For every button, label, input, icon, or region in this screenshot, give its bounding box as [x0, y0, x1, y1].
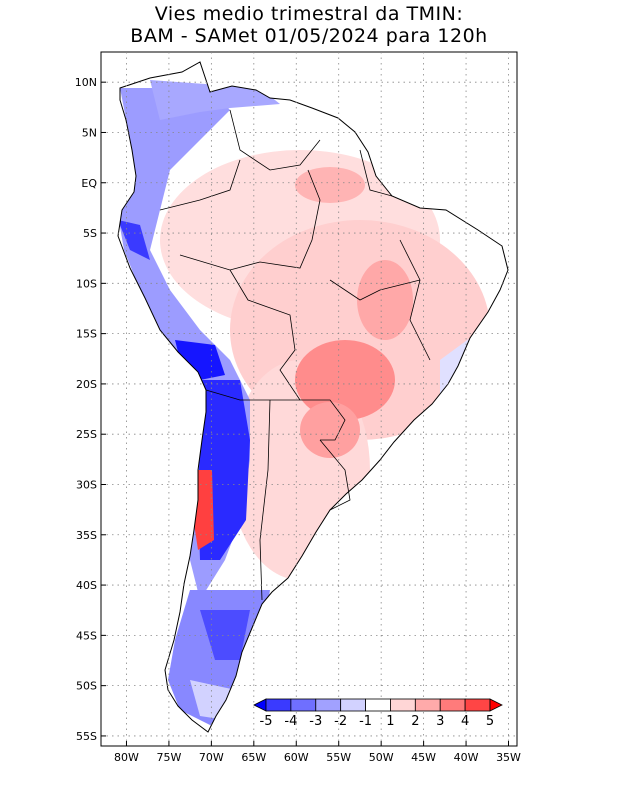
- lat-label: 30S: [76, 478, 97, 491]
- country-borders: [159, 109, 431, 601]
- colorbar-segment: [340, 698, 366, 712]
- colorbar-label: -5: [260, 714, 273, 729]
- colorbar-segment: [365, 698, 391, 712]
- colorbar-label: -3: [309, 714, 322, 729]
- colorbar-segment: [390, 698, 416, 712]
- lon-label: 80W: [114, 751, 139, 764]
- border-ecuador-colombia: [159, 159, 241, 211]
- border-chile-bolivia: [205, 389, 300, 401]
- border-uruguay: [319, 439, 351, 511]
- lon-label: 75W: [156, 751, 181, 764]
- colorbar-segment: [464, 698, 491, 712]
- lat-label: 15S: [76, 328, 97, 341]
- colorbar-arrow-high: [489, 698, 503, 712]
- lon-label: 50W: [369, 751, 394, 764]
- colorbar-label: 5: [486, 714, 494, 729]
- longitude-labels: 80W 75W 70W 65W 60W 55W 50W 45W 40W 35W: [114, 751, 521, 764]
- lat-label: 5S: [83, 227, 97, 240]
- border-brazil-states-2: [329, 279, 421, 301]
- lon-label: 45W: [411, 751, 436, 764]
- lon-label: 65W: [241, 751, 266, 764]
- colorbar-segment: [439, 698, 466, 712]
- colorbar-segment: [265, 698, 292, 712]
- lat-label: 50S: [76, 680, 97, 693]
- border-guianas: [359, 149, 393, 197]
- lon-label: 70W: [199, 751, 224, 764]
- colorbar-label: 1: [386, 714, 394, 729]
- figure-subtitle: BAM - SAMet 01/05/2024 para 120h: [130, 25, 488, 47]
- lat-label: 45S: [76, 629, 97, 642]
- warm-core-parana: [300, 402, 360, 458]
- cold-core-patagonia: [200, 610, 250, 660]
- border-paraguay: [300, 399, 346, 441]
- cold-core-ecuador: [118, 220, 150, 260]
- border-chile-argentina: [259, 399, 271, 601]
- cold-area-caribbean-coast: [150, 80, 280, 120]
- colorbar: -5 -4 -3 -2 -1 1 2 3 4 5: [253, 698, 503, 729]
- colorbar-label: 3: [436, 714, 444, 729]
- lon-label: 60W: [284, 751, 309, 764]
- lat-label: 10S: [76, 277, 97, 290]
- graticule: [101, 52, 517, 746]
- lat-label: EQ: [81, 177, 97, 190]
- colorbar-label: -4: [284, 714, 297, 729]
- lat-label: 55S: [76, 730, 97, 743]
- border-bolivia: [229, 269, 301, 401]
- colorbar-label: 4: [461, 714, 469, 729]
- colorbar-label: 2: [411, 714, 419, 729]
- border-colombia-venezuela: [229, 109, 321, 171]
- colorbar-segment: [290, 698, 317, 712]
- colorbar-segment: [414, 698, 441, 712]
- colorbar-label: -1: [359, 714, 372, 729]
- lon-label: 55W: [326, 751, 351, 764]
- warm-core-goias: [357, 260, 413, 340]
- lon-label: 35W: [496, 751, 521, 764]
- lat-label: 20S: [76, 378, 97, 391]
- lat-label: 35S: [76, 529, 97, 542]
- lat-label: 5N: [82, 126, 97, 139]
- lat-label: 40S: [76, 579, 97, 592]
- border-brazil-states: [399, 239, 431, 361]
- figure-title: Vies medio trimestral da TMIN:: [154, 3, 464, 25]
- lat-label: 25S: [76, 428, 97, 441]
- cold-core-peru: [175, 340, 225, 380]
- lat-label: 10N: [75, 76, 97, 89]
- colorbar-label: -2: [334, 714, 347, 729]
- latitude-labels: 10N 5N EQ 5S 10S 15S 20S 25S 30S 35S 40S 45S 50S 55S: [75, 76, 98, 743]
- colorbar-segment: [315, 698, 342, 712]
- warm-core-north: [295, 167, 365, 203]
- lon-label: 40W: [454, 751, 479, 764]
